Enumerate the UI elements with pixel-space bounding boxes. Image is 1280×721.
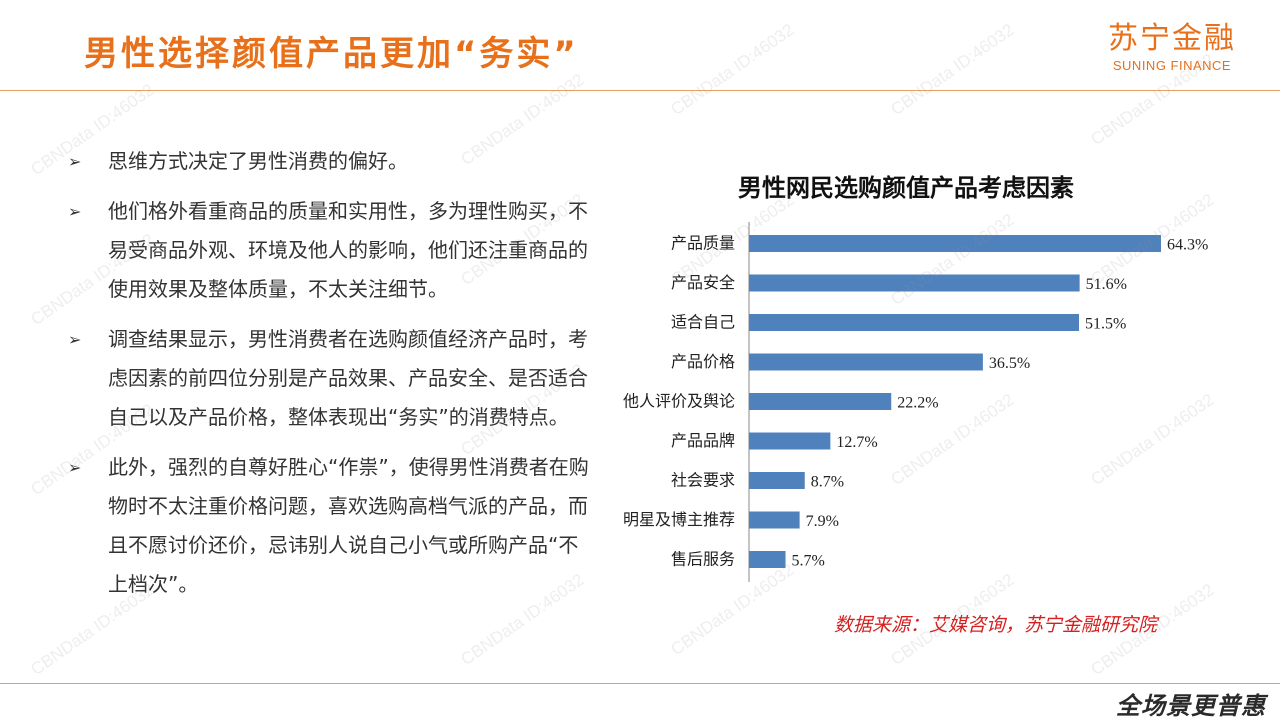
bullet-item: ➢ 此外，强烈的自尊好胜心“作祟”，使得男性消费者在购物时不太注重价格问题，喜欢… bbox=[66, 448, 596, 604]
bullet-item: ➢ 调查结果显示，男性消费者在选购颜值经济产品时，考虑因素的前四位分别是产品效果… bbox=[66, 320, 596, 437]
arrow-bullet-icon: ➢ bbox=[68, 152, 82, 171]
bar-7 bbox=[749, 511, 800, 529]
value-label: 51.5% bbox=[1085, 316, 1126, 333]
bullet-item: ➢ 他们格外看重商品的质量和实用性，多为理性购买，不易受商品外观、环境及他人的影… bbox=[66, 192, 596, 309]
bar-1 bbox=[749, 274, 1080, 292]
bullet-text: 调查结果显示，男性消费者在选购颜值经济产品时，考虑因素的前四位分别是产品效果、产… bbox=[108, 327, 588, 429]
category-label: 产品价格 bbox=[671, 352, 735, 371]
value-label: 8.7% bbox=[811, 474, 844, 491]
bar-3 bbox=[749, 353, 983, 371]
bar-2 bbox=[749, 314, 1079, 331]
suning-finance-logo: 苏宁金融 SUNING FINANCE bbox=[1108, 20, 1236, 74]
value-label: 7.9% bbox=[806, 513, 839, 530]
bar-6 bbox=[749, 472, 805, 489]
header-divider bbox=[0, 90, 1280, 91]
footer-divider bbox=[0, 683, 1280, 684]
bullet-item: ➢ 思维方式决定了男性消费的偏好。 bbox=[66, 142, 596, 181]
footer-slogan: 全场景更普惠 bbox=[1116, 692, 1266, 720]
category-label: 售后服务 bbox=[671, 550, 735, 569]
chart-title: 男性网民选购颜值产品考虑因素 bbox=[738, 174, 1074, 202]
slide-title: 男性选择颜值产品更加“务实” bbox=[84, 34, 579, 74]
arrow-bullet-icon: ➢ bbox=[68, 330, 82, 349]
category-label: 社会要求 bbox=[671, 471, 735, 490]
category-label: 他人评价及舆论 bbox=[623, 392, 735, 411]
data-source-note: 数据来源：艾媒咨询，苏宁金融研究院 bbox=[834, 614, 1158, 636]
category-label: 产品品牌 bbox=[671, 431, 735, 450]
bullet-list: ➢ 思维方式决定了男性消费的偏好。 ➢ 他们格外看重商品的质量和实用性，多为理性… bbox=[66, 142, 596, 615]
value-label: 51.6% bbox=[1086, 276, 1127, 293]
category-label: 明星及博主推荐 bbox=[623, 510, 735, 529]
bar-0 bbox=[749, 235, 1161, 252]
bullet-text: 此外，强烈的自尊好胜心“作祟”，使得男性消费者在购物时不太注重价格问题，喜欢选购… bbox=[108, 455, 589, 596]
value-label: 12.7% bbox=[836, 434, 877, 451]
bullet-text: 他们格外看重商品的质量和实用性，多为理性购买，不易受商品外观、环境及他人的影响，… bbox=[108, 199, 588, 301]
category-label: 产品质量 bbox=[671, 234, 735, 253]
logo-chinese-text: 苏宁金融 bbox=[1108, 21, 1236, 56]
value-label: 36.5% bbox=[989, 355, 1030, 372]
logo-english-text: SUNING FINANCE bbox=[1112, 58, 1232, 73]
arrow-bullet-icon: ➢ bbox=[68, 458, 82, 477]
bullet-text: 思维方式决定了男性消费的偏好。 bbox=[108, 149, 408, 173]
category-label: 产品安全 bbox=[671, 273, 735, 292]
bar-4 bbox=[749, 393, 892, 410]
bar-5 bbox=[749, 432, 831, 450]
bar-8 bbox=[749, 551, 786, 568]
value-label: 22.2% bbox=[897, 395, 938, 412]
category-label: 适合自己 bbox=[671, 313, 735, 332]
value-label: 5.7% bbox=[792, 553, 825, 570]
horizontal-bar-chart: 产品质量 64.3% 产品安全 51.6% 适合自己 51.5% 产品价格 36.5% 他人评价… bbox=[623, 222, 1208, 582]
value-label: 64.3% bbox=[1167, 237, 1208, 254]
watermark-text: CBNData ID:46032 bbox=[667, 20, 798, 120]
arrow-bullet-icon: ➢ bbox=[68, 202, 82, 221]
watermark-text: CBNData ID:46032 bbox=[887, 20, 1018, 120]
